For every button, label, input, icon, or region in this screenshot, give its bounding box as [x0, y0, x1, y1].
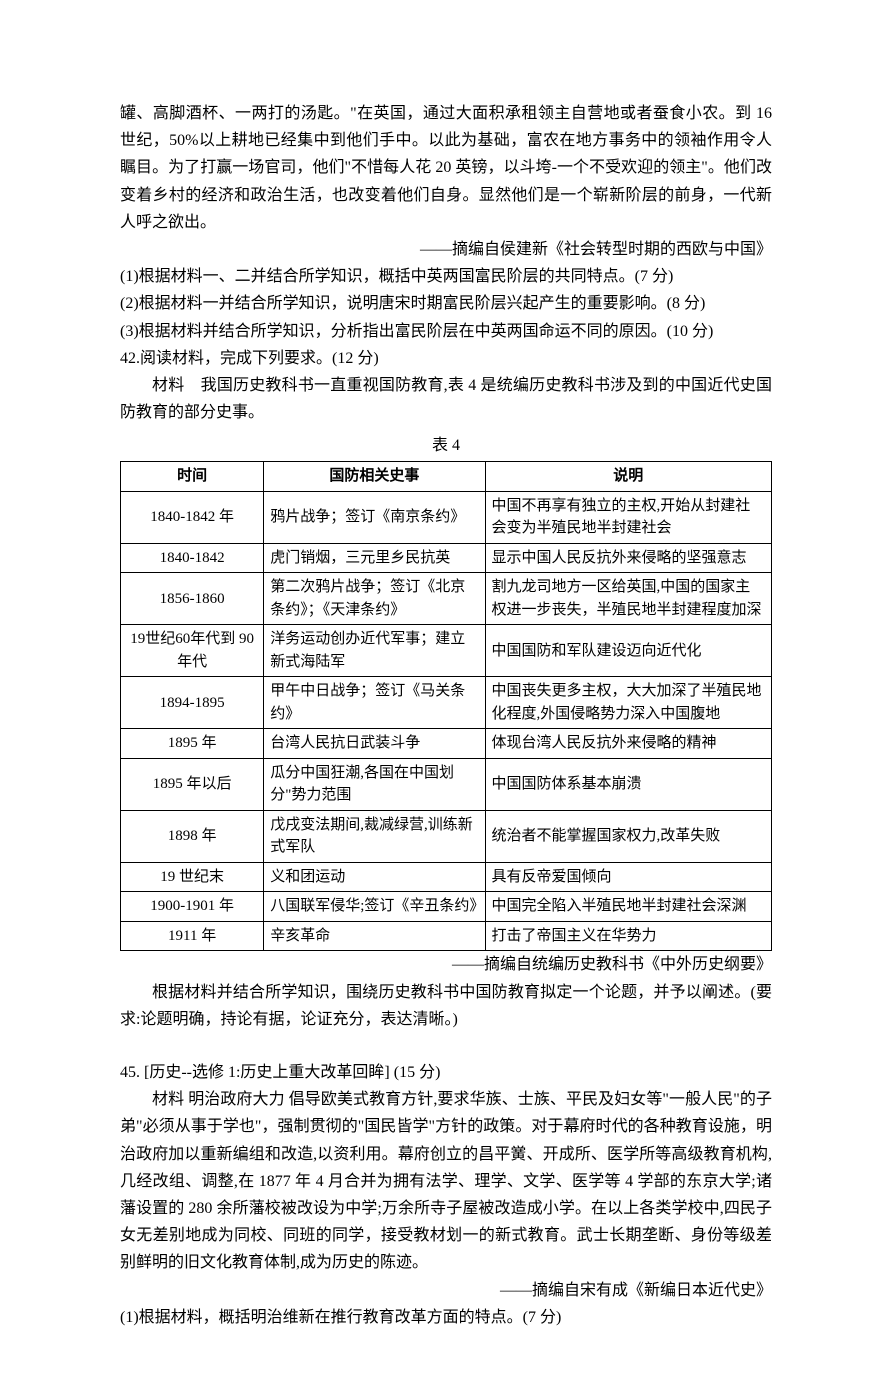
material-prompt: 根据材料并结合所学知识，围绕历史教科书中国防教育拟定一个论题，并予以阐述。(要求… — [120, 979, 772, 1033]
table-row: 1900-1901 年八国联军侵华;签订《辛丑条约》中国完全陷入半殖民地半封建社… — [121, 892, 772, 922]
cell-event: 甲午中日战争；签订《马关条约》 — [264, 677, 485, 729]
table-row: 1895 年台湾人民抗日武装斗争体现台湾人民反抗外来侵略的精神 — [121, 729, 772, 759]
question-1: (1)根据材料一、二并结合所学知识，概括中英两国富民阶层的共同特点。(7 分) — [120, 263, 772, 290]
cell-event: 辛亥革命 — [264, 921, 485, 951]
source-citation-3: ——摘编自宋有成《新编日本近代史》 — [120, 1277, 772, 1304]
cell-desc: 中国不再享有独立的主权,开始从封建社会变为半殖民地半封建社会 — [485, 491, 771, 543]
question-2: (2)根据材料一并结合所学知识，说明唐宋时期富民阶层兴起产生的重要影响。(8 分… — [120, 290, 772, 317]
cell-event: 八国联军侵华;签订《辛丑条约》 — [264, 892, 485, 922]
cell-desc: 体现台湾人民反抗外来侵略的精神 — [485, 729, 771, 759]
cell-desc: 打击了帝国主义在华势力 — [485, 921, 771, 951]
table-row: 1898 年戊戌变法期间,裁减绿营,训练新式军队统治者不能掌握国家权力,改革失败 — [121, 810, 772, 862]
cell-desc: 中国国防体系基本崩溃 — [485, 758, 771, 810]
table-row: 1894-1895甲午中日战争；签订《马关条约》中国丧失更多主权，大大加深了半殖… — [121, 677, 772, 729]
cell-event: 第二次鸦片战争；签订《北京条约》；《天津条约》 — [264, 573, 485, 625]
cell-event: 鸦片战争；签订《南京条约》 — [264, 491, 485, 543]
question-42: 42.阅读材料，完成下列要求。(12 分) — [120, 345, 772, 372]
cell-time: 1856-1860 — [121, 573, 264, 625]
question-45-sub: (1)根据材料，概括明治维新在推行教育改革方面的特点。(7 分) — [120, 1304, 772, 1331]
cell-time: 1900-1901 年 — [121, 892, 264, 922]
table-row: 1840-1842 年鸦片战争；签订《南京条约》中国不再享有独立的主权,开始从封… — [121, 491, 772, 543]
table-row: 19 世纪末义和团运动具有反帝爱国倾向 — [121, 862, 772, 892]
cell-time: 1898 年 — [121, 810, 264, 862]
table-caption: 表 4 — [120, 432, 772, 459]
header-event: 国防相关史事 — [264, 462, 485, 492]
table-header-row: 时间 国防相关史事 说明 — [121, 462, 772, 492]
cell-desc: 具有反帝爱国倾向 — [485, 862, 771, 892]
cell-event: 台湾人民抗日武装斗争 — [264, 729, 485, 759]
cell-event: 义和团运动 — [264, 862, 485, 892]
cell-desc: 中国国防和军队建设迈向近代化 — [485, 625, 771, 677]
cell-time: 1894-1895 — [121, 677, 264, 729]
cell-time: 1895 年 — [121, 729, 264, 759]
question-3: (3)根据材料并结合所学知识，分析指出富民阶层在中英两国命运不同的原因。(10 … — [120, 318, 772, 345]
table-row: 1840-1842虎门销烟，三元里乡民抗英显示中国人民反抗外来侵略的坚强意志 — [121, 543, 772, 573]
cell-event: 戊戌变法期间,裁减绿营,训练新式军队 — [264, 810, 485, 862]
table-row: 1856-1860第二次鸦片战争；签订《北京条约》；《天津条约》割九龙司地方一区… — [121, 573, 772, 625]
table-row: 19世纪60年代到 90 年代洋务运动创办近代军事；建立新式海陆军中国国防和军队… — [121, 625, 772, 677]
table-row: 1895 年以后瓜分中国狂潮,各国在中国划分"势力范围中国国防体系基本崩溃 — [121, 758, 772, 810]
cell-desc: 显示中国人民反抗外来侵略的坚强意志 — [485, 543, 771, 573]
cell-desc: 中国完全陷入半殖民地半封建社会深渊 — [485, 892, 771, 922]
cell-event: 虎门销烟，三元里乡民抗英 — [264, 543, 485, 573]
cell-desc: 割九龙司地方一区给英国,中国的国家主权进一步丧失，半殖民地半封建程度加深 — [485, 573, 771, 625]
cell-time: 1911 年 — [121, 921, 264, 951]
intro-paragraph: 罐、高脚酒杯、一两打的汤匙。"在英国，通过大面积承租领主自营地或者蚕食小农。到 … — [120, 100, 772, 236]
history-table: 时间 国防相关史事 说明 1840-1842 年鸦片战争；签订《南京条约》中国不… — [120, 461, 772, 951]
cell-time: 1895 年以后 — [121, 758, 264, 810]
header-desc: 说明 — [485, 462, 771, 492]
cell-time: 1840-1842 年 — [121, 491, 264, 543]
table-row: 1911 年辛亥革命打击了帝国主义在华势力 — [121, 921, 772, 951]
material-intro: 材料 我国历史教科书一直重视国防教育,表 4 是统编历史教科书涉及到的中国近代史… — [120, 372, 772, 426]
cell-event: 瓜分中国狂潮,各国在中国划分"势力范围 — [264, 758, 485, 810]
question-45-title: 45. [历史--选修 1:历史上重大改革回眸] (15 分) — [120, 1059, 772, 1086]
cell-time: 1840-1842 — [121, 543, 264, 573]
cell-desc: 统治者不能掌握国家权力,改革失败 — [485, 810, 771, 862]
cell-event: 洋务运动创办近代军事；建立新式海陆军 — [264, 625, 485, 677]
section-spacer — [120, 1033, 772, 1059]
source-citation-2: ——摘编自统编历史教科书《中外历史纲要》 — [120, 951, 772, 978]
question-45-body: 材料 明治政府大力 倡导欧美式教育方针,要求华族、士族、平民及妇女等"一般人民"… — [120, 1086, 772, 1276]
header-time: 时间 — [121, 462, 264, 492]
cell-time: 19 世纪末 — [121, 862, 264, 892]
source-citation-1: ——摘编自侯建新《社会转型时期的西欧与中国》 — [120, 236, 772, 263]
cell-time: 19世纪60年代到 90 年代 — [121, 625, 264, 677]
cell-desc: 中国丧失更多主权，大大加深了半殖民地化程度,外国侵略势力深入中国腹地 — [485, 677, 771, 729]
